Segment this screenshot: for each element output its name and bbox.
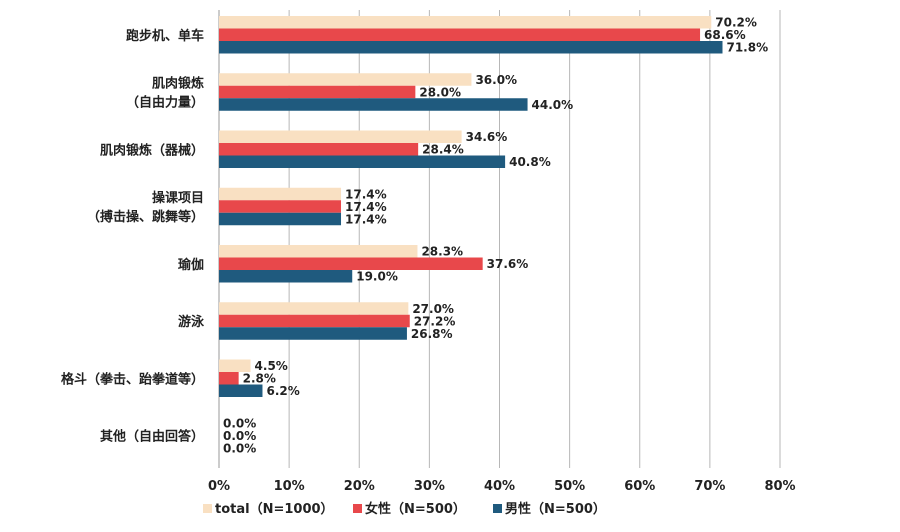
category-label: 肌肉锻炼（器械）: [100, 142, 204, 158]
bar: [219, 143, 419, 156]
data-label: 17.4%: [345, 200, 387, 214]
bar: [219, 302, 409, 315]
x-tick-label: 80%: [764, 479, 795, 494]
bar: [219, 41, 723, 54]
bar: [219, 270, 353, 283]
data-label: 28.4%: [422, 143, 464, 157]
bar: [219, 314, 410, 328]
data-label: 70.2%: [715, 16, 757, 30]
data-label: 17.4%: [345, 187, 387, 201]
legend-swatch: [353, 504, 362, 513]
bar: [219, 187, 342, 201]
bar: [219, 73, 472, 86]
legend-label: total（N=1000）: [215, 501, 334, 517]
bar: [219, 16, 712, 29]
x-tick-label: 70%: [694, 479, 725, 494]
x-axis-ticks: 0% 10% 20% 30% 40% 50% 60% 70% 80%: [208, 479, 796, 494]
bars: [219, 16, 723, 397]
bar: [219, 85, 416, 99]
category-label: 跑步机、单车: [126, 28, 204, 44]
data-label: 27.0%: [412, 302, 454, 316]
bar: [219, 359, 251, 372]
data-label: 34.6%: [466, 130, 508, 144]
data-label: 28.0%: [419, 85, 461, 99]
data-label: 0.0%: [223, 416, 256, 430]
category-label: 肌肉锻炼: [152, 76, 204, 92]
bar: [219, 212, 342, 226]
bar: [219, 200, 342, 213]
data-label: 68.6%: [704, 28, 746, 42]
data-label: 28.3%: [421, 245, 463, 259]
x-tick-label: 60%: [624, 479, 655, 494]
data-label: 26.8%: [411, 327, 453, 341]
data-label: 44.0%: [532, 98, 574, 112]
data-label: 27.2%: [414, 314, 456, 328]
legend-swatch: [203, 504, 212, 513]
x-tick-label: 10%: [274, 479, 305, 494]
legend: total（N=1000） 女性（N=500） 男性（N=500）: [203, 501, 606, 517]
data-label: 71.8%: [726, 41, 768, 55]
x-tick-label: 0%: [208, 479, 230, 494]
bar: [219, 245, 418, 258]
data-label: 19.0%: [356, 270, 398, 284]
category-label: 操课项目: [152, 190, 204, 206]
data-label: 0.0%: [223, 441, 256, 455]
category-label: 格斗（拳击、跆拳道等）: [61, 371, 204, 387]
x-tick-label: 50%: [554, 479, 585, 494]
x-tick-label: 20%: [344, 479, 375, 494]
data-label: 6.2%: [266, 384, 299, 398]
x-tick-label: 30%: [414, 479, 445, 494]
bar: [219, 384, 263, 397]
data-label: 36.0%: [475, 73, 517, 87]
bar: [219, 28, 701, 41]
value-labels: 70.2% 36.0% 34.6% 17.4% 28.3% 27.0% 4.5% 0.0% 68…: [223, 16, 768, 456]
category-label: 游泳: [178, 314, 205, 330]
legend-label: 女性（N=500）: [365, 501, 466, 517]
bar: [219, 130, 462, 143]
data-label: 4.5%: [255, 359, 288, 373]
data-label: 0.0%: [223, 429, 256, 443]
bar: [219, 155, 506, 168]
bar: [219, 372, 239, 385]
data-label: 2.8%: [243, 372, 276, 386]
category-label: 瑜伽: [178, 257, 204, 273]
data-label: 17.4%: [345, 212, 387, 226]
legend-swatch: [493, 504, 502, 513]
bar: [219, 327, 407, 340]
category-label: （自由力量）: [126, 95, 204, 111]
bar: [219, 257, 483, 270]
data-label: 40.8%: [509, 155, 551, 169]
category-label: 其他（自由回答）: [100, 429, 204, 445]
category-label: （搏击操、跳舞等）: [87, 209, 204, 225]
x-tick-label: 40%: [484, 479, 515, 494]
legend-label: 男性（N=500）: [505, 501, 606, 517]
data-label: 37.6%: [487, 257, 529, 271]
bar: [219, 98, 528, 111]
